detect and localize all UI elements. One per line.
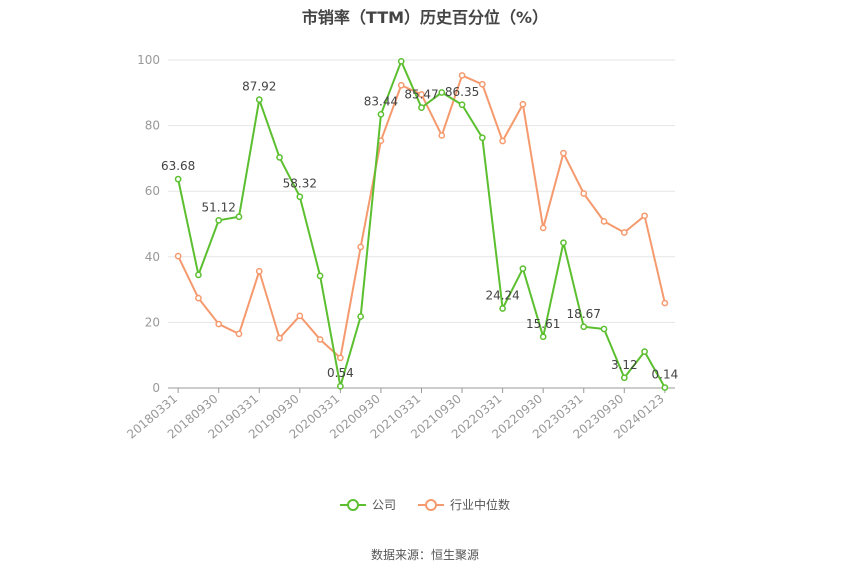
data-point-company	[316, 272, 324, 280]
data-label: 0.14	[652, 368, 679, 382]
data-point-industry-median	[195, 294, 202, 302]
data-point-company	[357, 313, 365, 320]
source-note: 数据来源：恒生聚源	[370, 548, 479, 562]
y-tick-label: 0	[152, 381, 160, 395]
data-point-industry-median	[519, 100, 527, 108]
data-label: 63.68	[161, 159, 195, 173]
data-point-industry-median	[661, 299, 669, 307]
data-point-industry-median	[235, 330, 243, 338]
data-point-industry-median	[600, 218, 608, 225]
data-point-industry-median	[296, 312, 304, 320]
series-layer	[174, 57, 669, 391]
data-point-company	[641, 348, 648, 355]
data-point-company	[458, 101, 466, 109]
data-label: 85.47	[404, 88, 438, 102]
legend-label-industry-median: 行业中位数	[450, 498, 511, 512]
data-point-company	[539, 333, 547, 341]
data-point-company	[337, 382, 344, 390]
data-point-industry-median	[580, 190, 588, 197]
data-label: 15.61	[526, 317, 560, 331]
data-point-industry-median	[337, 354, 344, 362]
data-label: 18.67	[567, 307, 601, 321]
data-point-company	[560, 239, 567, 247]
data-label: 86.35	[445, 85, 479, 99]
data-point-company	[195, 271, 202, 279]
data-label: 83.44	[364, 94, 398, 108]
data-point-company	[519, 265, 527, 272]
data-label: 87.92	[242, 80, 276, 94]
data-point-industry-median	[397, 81, 405, 89]
data-point-company	[600, 325, 608, 333]
data-point-industry-median	[418, 91, 425, 98]
data-point-company	[255, 96, 263, 103]
y-tick-label: 20	[145, 315, 160, 329]
data-point-industry-median	[174, 252, 182, 260]
data-point-company	[580, 323, 588, 331]
legend-item-industry-median[interactable]: 行业中位数	[418, 496, 510, 513]
data-label: 58.32	[283, 177, 317, 191]
data-point-company	[661, 384, 669, 391]
data-point-company	[438, 89, 446, 96]
data-point-industry-median	[560, 149, 567, 157]
data-point-company	[478, 134, 486, 142]
data-point-industry-median	[438, 132, 446, 139]
data-point-industry-median	[215, 320, 223, 328]
legend: 公司 行业中位数	[0, 496, 850, 513]
data-point-company	[296, 193, 304, 201]
y-tick-label: 60	[145, 184, 160, 198]
data-labels: 63.68 51.12 87.92 58.32 0.54 83.44 85.47 86.35 2…	[161, 80, 678, 382]
data-point-industry-median	[499, 137, 506, 145]
data-point-industry-median	[316, 336, 324, 343]
y-tick-label: 100	[137, 53, 160, 67]
legend-swatch-company	[339, 498, 366, 512]
data-point-company	[418, 104, 425, 112]
data-point-industry-median	[255, 267, 263, 275]
data-point-industry-median	[357, 243, 365, 251]
y-tick-label: 80	[145, 119, 160, 133]
data-point-company	[215, 216, 223, 224]
data-point-industry-median	[458, 72, 466, 79]
data-point-company	[235, 213, 243, 221]
data-label: 3.12	[611, 358, 638, 372]
data-point-company	[499, 305, 506, 312]
y-tick-label: 40	[145, 250, 160, 264]
data-label: 24.24	[485, 288, 519, 302]
axes: 0204060801002018033120180930201903312019…	[124, 53, 675, 442]
data-point-company	[377, 110, 385, 118]
data-label: 0.54	[327, 366, 354, 380]
data-point-industry-median	[620, 229, 628, 236]
data-point-company	[174, 175, 182, 183]
data-point-industry-median	[276, 334, 283, 342]
gridlines	[168, 59, 675, 323]
chart-title: 市销率（TTM）历史百分位（%）	[301, 8, 549, 27]
legend-label-company: 公司	[371, 498, 396, 512]
data-point-industry-median	[478, 80, 486, 88]
data-point-industry-median	[641, 212, 648, 220]
data-point-industry-median	[539, 224, 547, 232]
data-label: 51.12	[202, 200, 236, 214]
data-point-company	[620, 374, 628, 382]
legend-item-company[interactable]: 公司	[339, 496, 396, 513]
data-point-company	[276, 154, 283, 161]
data-point-company	[397, 57, 405, 65]
legend-swatch-industry-median	[418, 498, 444, 512]
